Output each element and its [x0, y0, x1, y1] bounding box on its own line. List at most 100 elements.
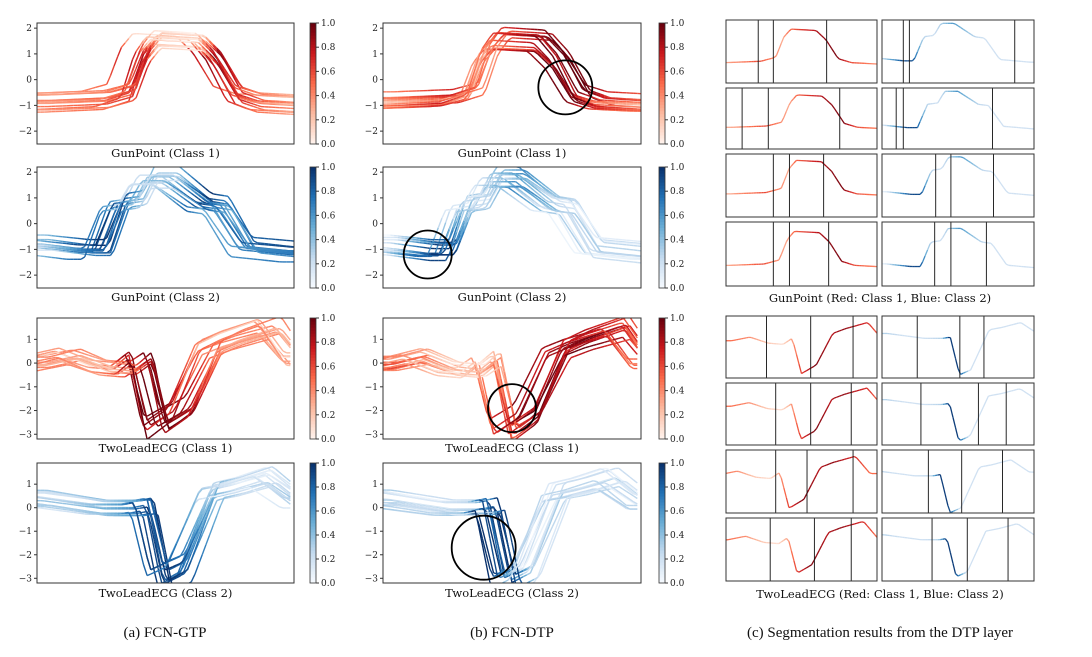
series-segment	[161, 189, 166, 194]
series-segment	[257, 251, 262, 254]
series-segment	[146, 38, 152, 44]
series-segment	[190, 186, 196, 190]
series-segment	[190, 192, 196, 197]
series-segment	[128, 90, 134, 102]
series-segment	[198, 189, 203, 194]
series-segment	[124, 81, 130, 87]
series-segment	[161, 182, 166, 186]
series-segment	[157, 387, 163, 404]
colorbar-cell	[310, 131, 316, 136]
series-segment	[135, 206, 141, 209]
series-segment	[113, 87, 118, 90]
series-segment	[201, 67, 207, 75]
series-segment	[47, 366, 52, 369]
series-segment	[109, 203, 115, 210]
series-segment	[223, 217, 229, 224]
series-segment	[238, 214, 244, 222]
series-segment	[216, 354, 222, 364]
series-segment	[227, 253, 233, 258]
series-segment	[110, 99, 115, 102]
series-segment	[205, 54, 211, 60]
series-segment	[234, 225, 240, 232]
series-segment	[183, 177, 188, 182]
series-segment	[128, 93, 133, 97]
y-tick-label: −1	[19, 245, 32, 255]
series-segment	[110, 95, 115, 99]
series-segment	[198, 201, 203, 204]
colorbar-tick-label: 0.4	[321, 92, 336, 102]
series-segment	[183, 181, 188, 186]
colorbar-cell	[310, 107, 316, 112]
colorbar-cell	[310, 185, 316, 189]
series-segment	[172, 185, 177, 190]
series-segment	[227, 66, 233, 74]
series-segment	[249, 340, 254, 344]
colorbar-cell	[310, 278, 316, 283]
panel-title: GunPoint (Class 2)	[111, 290, 220, 304]
series-segment	[183, 187, 188, 191]
series-segment	[106, 95, 111, 98]
series-segment	[231, 94, 236, 97]
series-segment	[238, 218, 244, 225]
series-segment	[216, 193, 221, 196]
series-segment	[113, 208, 118, 210]
series-segment	[128, 203, 133, 206]
series-segment	[194, 191, 199, 196]
series-segment	[168, 425, 174, 429]
colorbar-cell	[310, 140, 316, 145]
series-segment	[142, 42, 148, 49]
series-segment	[190, 188, 196, 193]
colorbar-cell	[310, 248, 316, 253]
series-segment	[95, 210, 101, 221]
series-segment	[117, 47, 123, 57]
series-segment	[102, 107, 107, 111]
colorbar-cell	[310, 272, 316, 277]
series-segment	[143, 202, 148, 206]
series-segment	[209, 198, 214, 203]
series-segment	[238, 220, 244, 228]
series-segment	[212, 204, 218, 209]
colorbar-cell	[310, 119, 316, 124]
series-segment	[194, 401, 200, 410]
colorbar-cell	[310, 116, 316, 121]
series-segment	[139, 180, 144, 185]
series-segment	[109, 238, 115, 251]
series-segment	[212, 58, 218, 63]
series-segment	[172, 199, 177, 204]
series-segment	[135, 76, 141, 87]
series-segment	[139, 43, 145, 52]
series-segment	[154, 36, 159, 39]
series-segment	[128, 77, 134, 85]
series-segment	[110, 98, 115, 101]
series-segment	[128, 84, 133, 88]
series-segment	[153, 46, 159, 52]
series-segment	[224, 202, 229, 205]
series-segment	[201, 34, 207, 38]
series-segment	[216, 47, 222, 53]
series-segment	[187, 180, 192, 185]
series-lines	[37, 167, 294, 263]
colorbar-cell	[310, 218, 316, 222]
colorbar-tick-label: 0.6	[321, 67, 336, 77]
series-segment	[165, 184, 170, 189]
series-segment	[201, 39, 207, 44]
series-segment	[245, 227, 251, 235]
series-segment	[224, 195, 229, 198]
series-segment	[227, 223, 233, 230]
series-segment	[191, 211, 195, 214]
colorbar-cell	[310, 41, 316, 45]
series-segment	[135, 68, 141, 80]
series-segment	[139, 67, 145, 78]
series-segment	[201, 54, 207, 61]
series-segment	[124, 38, 130, 44]
series-segment	[135, 196, 141, 201]
series-segment	[227, 203, 233, 210]
series-segment	[84, 246, 90, 258]
series-segment	[179, 176, 185, 181]
series-segment	[194, 211, 199, 214]
series-segment	[120, 219, 126, 230]
series-segment	[110, 88, 115, 91]
series-segment	[109, 228, 115, 238]
series-segment	[238, 97, 244, 104]
colorbar-cell	[310, 47, 316, 51]
